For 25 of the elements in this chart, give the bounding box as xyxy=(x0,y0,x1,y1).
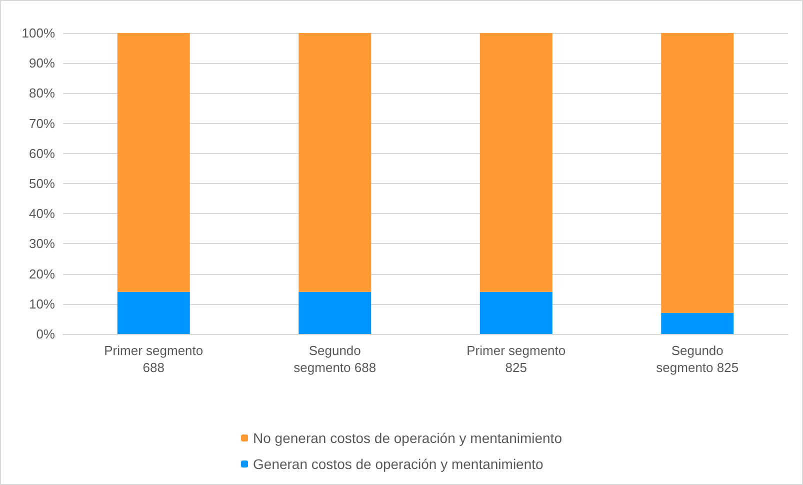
bar xyxy=(117,292,190,334)
x-tick-label: Primer segmento 688 xyxy=(104,343,204,375)
y-tick-label: 60% xyxy=(28,146,56,161)
y-tick-label: 30% xyxy=(28,236,56,252)
y-tick-label: 100% xyxy=(22,26,56,40)
bar xyxy=(661,312,734,334)
y-tick-label: 80% xyxy=(28,86,56,101)
legend-label: Generan costos de operación y mentanimiento xyxy=(253,456,544,472)
x-tick-label: Primer segmento 825 xyxy=(466,343,566,375)
y-tick-label: 50% xyxy=(28,176,56,191)
y-tick-label: 70% xyxy=(28,116,56,131)
bar xyxy=(480,292,552,334)
bar xyxy=(298,292,372,334)
bar xyxy=(661,33,734,313)
bar xyxy=(298,33,372,292)
legend-label: No generan costos de operación y mentanimiento xyxy=(253,430,562,446)
y-tick-label: 10% xyxy=(28,296,56,312)
bar xyxy=(117,33,190,292)
x-tick-label: Segundo segmento 825 xyxy=(656,343,739,375)
y-tick-label: 20% xyxy=(28,266,56,282)
x-tick-label: Segundo segmento 688 xyxy=(294,343,376,375)
y-tick-label: 40% xyxy=(28,206,56,222)
bar xyxy=(480,33,552,292)
y-tick-label: 90% xyxy=(28,56,56,71)
y-tick-label: 0% xyxy=(36,326,56,342)
